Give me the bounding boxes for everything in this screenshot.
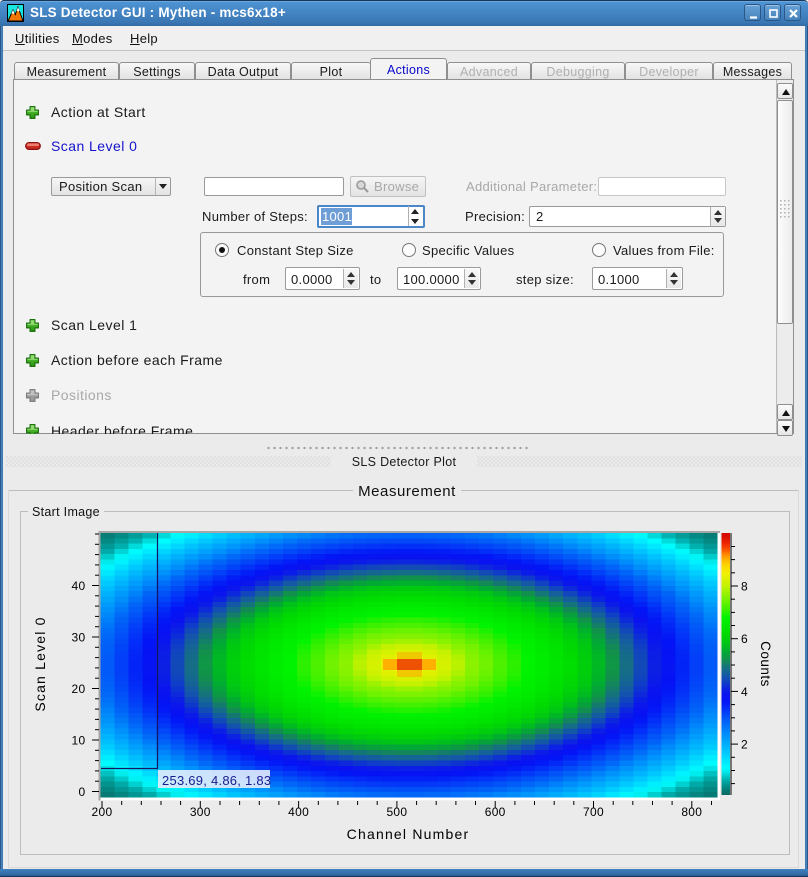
svg-text:20: 20	[72, 682, 86, 696]
svg-text:40: 40	[72, 579, 86, 593]
svg-text:700: 700	[583, 805, 604, 819]
svg-text:500: 500	[386, 805, 407, 819]
svg-text:300: 300	[190, 805, 211, 819]
svg-text:30: 30	[72, 631, 86, 645]
svg-text:Counts: Counts	[758, 641, 773, 687]
svg-text:8: 8	[741, 580, 748, 594]
svg-text:0: 0	[79, 785, 86, 799]
svg-text:800: 800	[681, 805, 702, 819]
svg-text:400: 400	[288, 805, 309, 819]
svg-text:10: 10	[72, 734, 86, 748]
svg-text:6: 6	[741, 632, 748, 646]
svg-text:2: 2	[741, 738, 748, 752]
svg-text:4: 4	[741, 685, 748, 699]
svg-text:Channel Number: Channel Number	[347, 826, 470, 842]
svg-text:600: 600	[485, 805, 506, 819]
svg-text:200: 200	[92, 805, 113, 819]
svg-text:Scan Level 0: Scan Level 0	[32, 616, 48, 711]
svg-text:253.69, 4.86, 1.83: 253.69, 4.86, 1.83	[162, 773, 271, 788]
